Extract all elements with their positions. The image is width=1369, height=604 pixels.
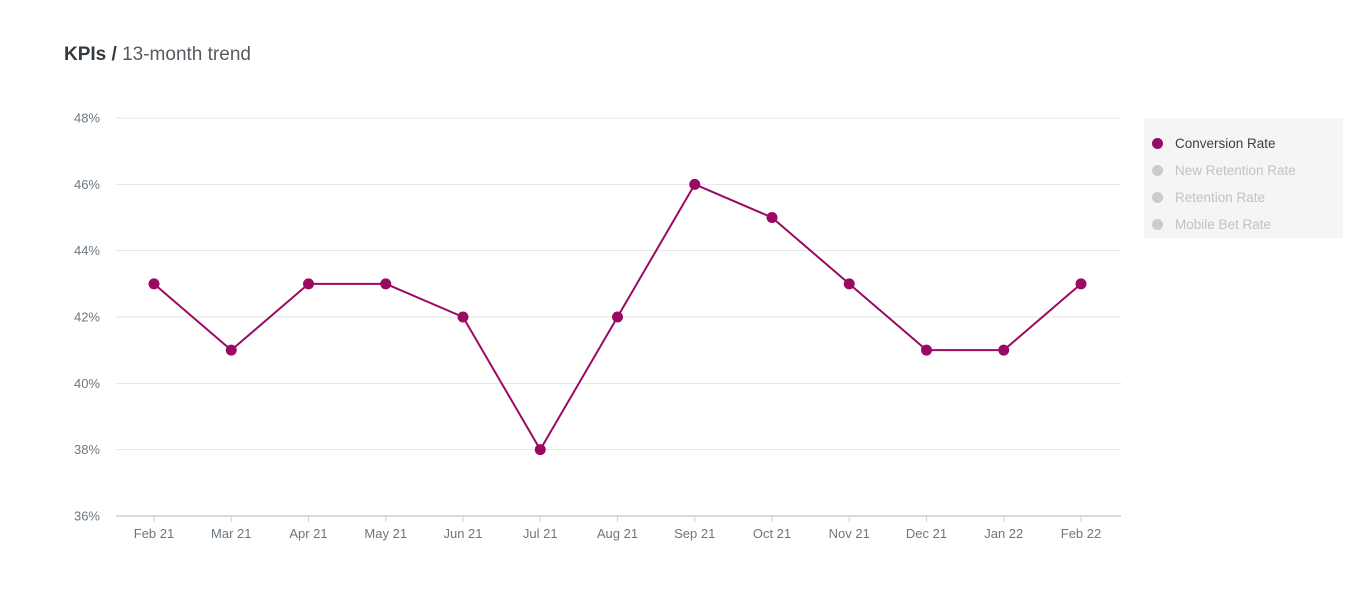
series-group: [148, 178, 1087, 456]
x-axis: Feb 21 Mar 21 Apr 21 May 21 Jun 21 Jul 21 Aug …: [116, 515, 1121, 541]
y-tick-label: 40%: [74, 376, 100, 391]
gridlines: [116, 117, 1121, 451]
y-tick-label: 44%: [74, 243, 100, 258]
data-point[interactable]: [457, 311, 469, 323]
legend-dot-icon: [1152, 192, 1163, 203]
data-point[interactable]: [689, 178, 701, 190]
y-axis-ticks: 36% 38% 40% 42% 44% 46% 48%: [74, 111, 100, 524]
data-point[interactable]: [380, 278, 392, 290]
x-tick-label: Jan 22: [984, 526, 1023, 541]
x-tick-label: Feb 22: [1061, 526, 1101, 541]
legend-item-mobile-bet-rate[interactable]: Mobile Bet Rate: [1152, 211, 1343, 238]
x-tick-label: Aug 21: [597, 526, 638, 541]
chart-title: KPIs / 13-month trend: [64, 44, 251, 66]
y-tick-label: 42%: [74, 310, 100, 325]
legend-item-conversion-rate[interactable]: Conversion Rate: [1152, 130, 1343, 157]
y-tick-label: 46%: [74, 177, 100, 192]
data-point[interactable]: [998, 344, 1010, 356]
chart-title-bold: KPIs /: [64, 44, 117, 65]
x-tick-label: May 21: [364, 526, 407, 541]
x-tick-label: Sep 21: [674, 526, 715, 541]
legend: Conversion Rate New Retention Rate Reten…: [1144, 118, 1343, 238]
chart-title-subtitle: 13-month trend: [122, 44, 251, 65]
legend-dot-icon: [1152, 138, 1163, 149]
x-tick-label: Feb 21: [134, 526, 174, 541]
x-tick-label: Mar 21: [211, 526, 251, 541]
legend-dot-icon: [1152, 219, 1163, 230]
legend-item-new-retention-rate[interactable]: New Retention Rate: [1152, 157, 1343, 184]
x-tick-label: Nov 21: [829, 526, 870, 541]
legend-dot-icon: [1152, 165, 1163, 176]
data-point[interactable]: [303, 278, 314, 290]
x-tick-label: Apr 21: [289, 526, 327, 541]
line-chart: 36% 38% 40% 42% 44% 46% 48% Feb 21 Mar 21 Apr 21…: [74, 111, 1121, 541]
data-point[interactable]: [843, 278, 855, 290]
x-tick-label: Jun 21: [443, 526, 482, 541]
data-point[interactable]: [534, 444, 546, 456]
legend-label: New Retention Rate: [1175, 163, 1296, 178]
legend-label: Mobile Bet Rate: [1175, 217, 1272, 232]
x-tick-label: Oct 21: [753, 526, 791, 541]
data-point[interactable]: [225, 344, 237, 356]
y-tick-label: 48%: [74, 111, 100, 126]
x-tick-label: Jul 21: [523, 526, 558, 541]
data-point[interactable]: [1075, 278, 1087, 290]
y-tick-label: 38%: [74, 442, 100, 457]
legend-label: Retention Rate: [1175, 190, 1266, 205]
legend-label: Conversion Rate: [1175, 136, 1276, 151]
legend-item-retention-rate[interactable]: Retention Rate: [1152, 184, 1343, 211]
y-tick-label: 36%: [74, 509, 100, 524]
data-point[interactable]: [766, 212, 778, 223]
x-tick-label: Dec 21: [906, 526, 947, 541]
data-point[interactable]: [921, 344, 932, 356]
data-point[interactable]: [148, 278, 160, 290]
data-point[interactable]: [612, 311, 623, 323]
